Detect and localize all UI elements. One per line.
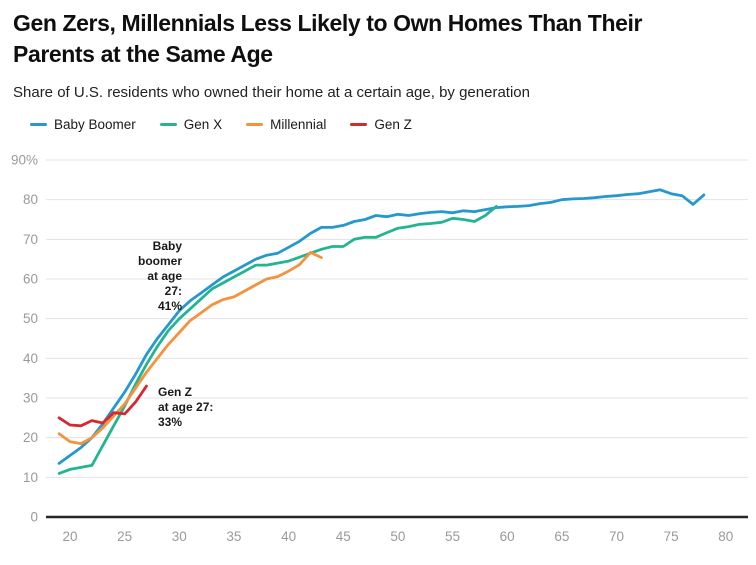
- legend-label-gen-x: Gen X: [183, 117, 223, 132]
- legend-label-baby-boomer: Baby Boomer: [54, 117, 136, 132]
- legend-swatch-baby-boomer: [30, 122, 47, 127]
- x-tick-label: 40: [281, 529, 296, 544]
- x-tick-label: 50: [390, 529, 405, 544]
- series-line-millennial: [57, 250, 323, 446]
- x-tick-label: 60: [500, 529, 515, 544]
- legend-swatch-millennial: [246, 122, 264, 127]
- y-tick-label: 30: [23, 391, 38, 406]
- y-tick-label: 0: [30, 510, 38, 525]
- legend-swatch-gen-x: [159, 122, 177, 127]
- chart-subtitle: Share of U.S. residents who owned their …: [13, 84, 530, 101]
- legend-swatch-gen-z: [350, 122, 368, 127]
- y-tick-label: 90%: [11, 153, 38, 168]
- chart-title: Gen Zers, Millennials Less Likely to Own…: [13, 10, 643, 67]
- x-tick-label: 55: [445, 529, 460, 544]
- x-tick-label: 45: [336, 529, 351, 544]
- legend-label-millennial: Millennial: [270, 117, 327, 132]
- legend-item-baby-boomer: Baby Boomer: [30, 117, 136, 132]
- x-tick-label: 75: [664, 529, 679, 544]
- annotation-gen-z-at-27: Gen Z at age 27: 33%: [158, 385, 214, 429]
- x-tick-label: 25: [117, 529, 132, 544]
- y-tick-label: 80: [23, 192, 38, 207]
- x-tick-label: 35: [226, 529, 241, 544]
- y-tick-label: 60: [23, 272, 38, 287]
- y-tick-label: 40: [23, 351, 38, 366]
- legend: Baby Boomer Gen X Millennial Gen Z: [30, 117, 412, 132]
- y-tick-label: 20: [23, 430, 38, 445]
- x-tick-label: 65: [554, 529, 569, 544]
- series-line-baby-boomer: [57, 188, 706, 465]
- y-tick-label: 10: [23, 470, 38, 485]
- y-tick-label: 50: [23, 311, 38, 326]
- x-tick-label: 70: [609, 529, 624, 544]
- legend-label-gen-z: Gen Z: [374, 117, 412, 132]
- legend-item-gen-x: Gen X: [159, 117, 223, 132]
- x-tick-label: 20: [62, 529, 77, 544]
- legend-item-gen-z: Gen Z: [350, 117, 412, 132]
- y-tick-label: 70: [23, 232, 38, 247]
- x-tick-label: 30: [172, 529, 187, 544]
- series-line-gen-z: [57, 384, 148, 428]
- annotation-baby-boomer-at-27: Baby boomer at age 27: 41%: [137, 239, 182, 313]
- legend-item-millennial: Millennial: [246, 117, 326, 132]
- x-tick-label: 80: [718, 529, 733, 544]
